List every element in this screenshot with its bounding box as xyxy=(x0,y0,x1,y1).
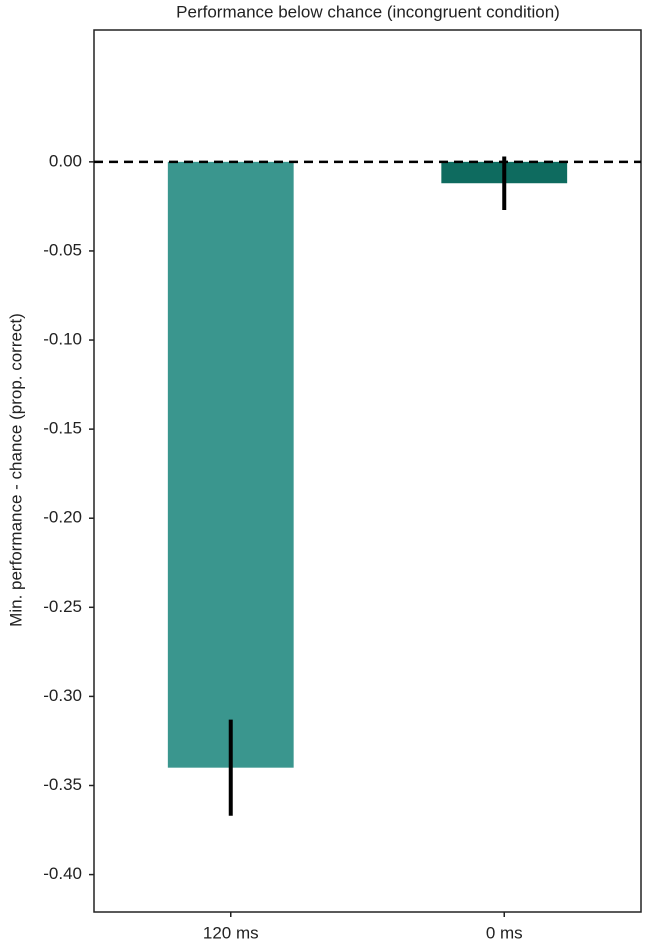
y-tick-label: -0.30 xyxy=(43,686,82,705)
x-tick-label: 120 ms xyxy=(203,923,259,942)
y-tick-label: 0.00 xyxy=(49,151,82,170)
y-axis-label: Min. performance - chance (prop. correct… xyxy=(6,313,25,627)
bar xyxy=(167,161,294,768)
y-tick-label: -0.20 xyxy=(43,508,82,527)
y-tick-label: -0.15 xyxy=(43,419,82,438)
x-tick-label: 0 ms xyxy=(486,923,523,942)
y-tick-label: -0.10 xyxy=(43,330,82,349)
y-tick-label: -0.40 xyxy=(43,864,82,883)
y-tick-label: -0.05 xyxy=(43,240,82,259)
y-tick-label: -0.25 xyxy=(43,597,82,616)
panel-border xyxy=(93,29,642,913)
y-tick-label: -0.35 xyxy=(43,775,82,794)
chart-title: Performance below chance (incongruent co… xyxy=(176,2,560,21)
